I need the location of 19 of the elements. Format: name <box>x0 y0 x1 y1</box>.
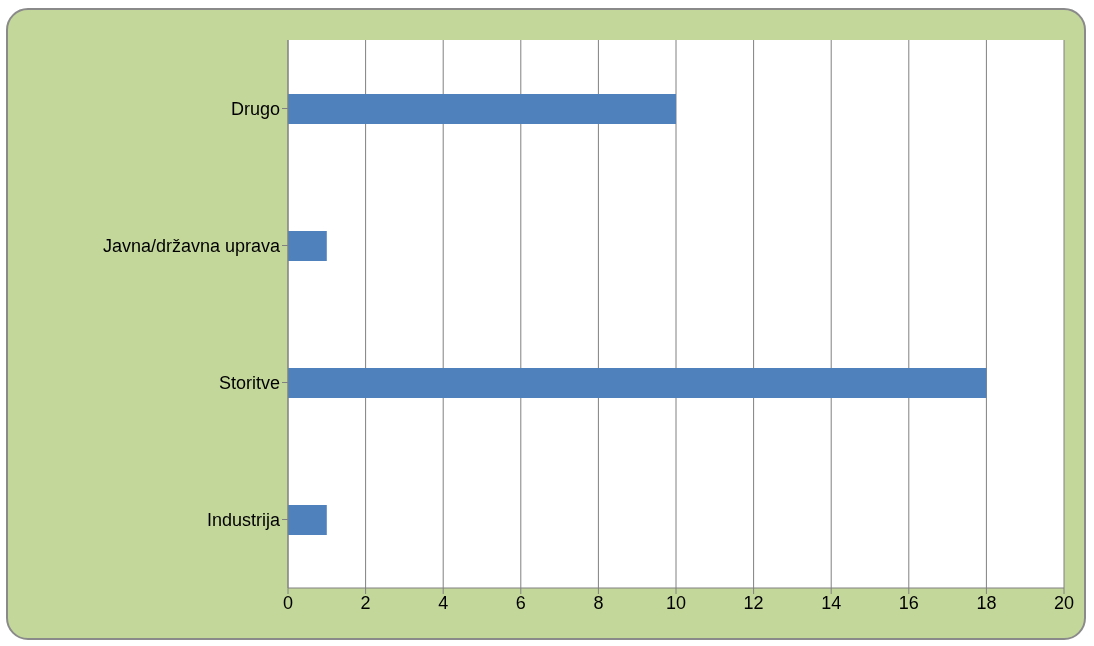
x-tick-label: 14 <box>821 592 842 613</box>
x-tick-label: 18 <box>976 592 997 613</box>
bar <box>288 368 987 398</box>
y-tick-label: Industrija <box>206 509 281 530</box>
bar <box>288 94 676 124</box>
x-tick-label: 6 <box>515 592 526 613</box>
x-tick-label: 20 <box>1053 592 1075 613</box>
x-tick-label: 2 <box>360 592 371 613</box>
y-tick-label: Javna/državna uprava <box>102 235 281 256</box>
x-tick-label: 4 <box>438 592 449 613</box>
x-tick-label: 12 <box>743 592 764 613</box>
bar <box>288 505 327 535</box>
y-tick-label: Drugo <box>230 98 280 119</box>
x-tick-label: 10 <box>665 592 687 613</box>
x-tick-label: 0 <box>282 592 294 613</box>
y-tick-label: Storitve <box>218 372 280 393</box>
x-tick-label: 16 <box>898 592 919 613</box>
x-tick-label: 8 <box>593 592 604 613</box>
bar <box>288 231 327 261</box>
